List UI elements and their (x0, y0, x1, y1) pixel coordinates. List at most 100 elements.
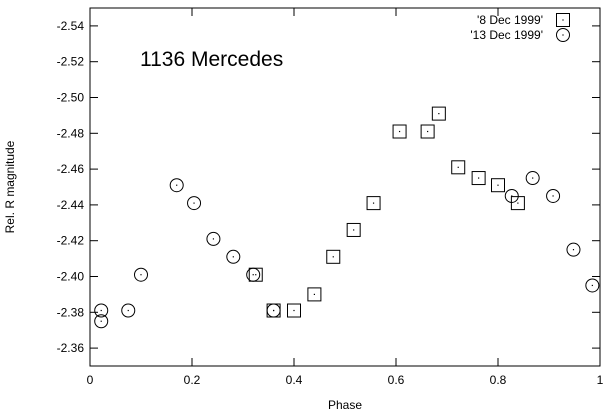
data-point-circle (94, 314, 109, 329)
marker-center-dot (353, 229, 355, 231)
y-tick-label: -2.46 (57, 162, 85, 176)
x-tick-label: 0.6 (388, 373, 405, 387)
square-marker-outline (451, 160, 466, 175)
y-tick-label: -2.54 (57, 19, 85, 33)
square-marker-outline (556, 13, 570, 27)
marker-center-dot (552, 195, 554, 197)
y-tick-label: -2.40 (57, 270, 85, 284)
marker-center-dot (532, 177, 534, 179)
square-marker-outline (346, 222, 361, 237)
marker-center-dot (427, 130, 429, 133)
circle-marker-outline (206, 231, 221, 246)
marker-center-dot (273, 309, 275, 312)
marker-center-dot (398, 130, 401, 133)
marker-center-dot (457, 166, 459, 168)
marker-center-dot (127, 309, 129, 312)
data-point-circle (169, 178, 184, 193)
square-marker-outline (392, 124, 407, 139)
circle-marker-outline (94, 314, 109, 329)
y-axis: -2.54 -2.52 -2.50 -2.48 -2.46 -2.44 -2.42 -2.40… (57, 19, 600, 355)
data-point-circle (226, 249, 241, 264)
data-point-square (287, 303, 301, 318)
chart-annotation: 1136 Mercedes (140, 48, 283, 71)
square-marker-outline (366, 196, 381, 211)
data-point-square (307, 287, 322, 302)
circle-marker-outline (266, 303, 281, 318)
square-marker-outline (431, 106, 446, 121)
square-marker-outline (471, 171, 486, 186)
circle-marker-outline (546, 188, 561, 203)
circle-marker-outline (134, 267, 148, 282)
x-axis-title: Phase (328, 398, 362, 412)
data-point-square (451, 160, 466, 175)
circle-marker-outline (187, 196, 202, 211)
data-point-square (431, 106, 446, 121)
legend: '8 Dec 1999''13 Dec 1999' (470, 13, 570, 42)
marker-center-dot (140, 274, 142, 276)
circle-marker-outline (226, 249, 241, 264)
square-marker-outline (491, 178, 505, 193)
marker-center-dot (255, 274, 257, 276)
x-tick-label: 0.8 (490, 373, 507, 387)
marker-center-dot (562, 19, 564, 21)
series-circle (94, 171, 600, 329)
marker-center-dot (193, 202, 195, 204)
circle-marker-outline (246, 267, 261, 282)
plot-frame (89, 7, 601, 367)
circle-marker-outline (121, 303, 136, 318)
circle-marker-outline (585, 278, 600, 293)
series-square (248, 106, 525, 318)
circle-marker-outline (525, 171, 540, 186)
marker-center-dot (372, 202, 375, 204)
data-point-circle (206, 231, 221, 246)
x-tick-label: 0.2 (184, 373, 201, 387)
y-tick-label: -2.42 (57, 234, 85, 248)
data-point-circle (121, 303, 136, 318)
x-tick-label: 0.4 (286, 373, 303, 387)
x-tick-label: 1 (597, 373, 604, 387)
data-point-square (346, 222, 361, 237)
legend-label: '13 Dec 1999' (470, 28, 543, 42)
marker-center-dot (517, 202, 519, 204)
marker-center-dot (497, 184, 499, 186)
data-points (94, 106, 600, 329)
data-point-circle (266, 303, 281, 318)
marker-center-dot (478, 177, 480, 179)
data-point-square (491, 178, 505, 193)
circle-marker-outline (556, 28, 570, 42)
y-tick-label: -2.52 (57, 55, 85, 69)
marker-center-dot (176, 184, 178, 186)
marker-center-dot (572, 249, 575, 251)
data-point-square (420, 124, 435, 139)
data-point-circle (94, 303, 109, 318)
data-point-square (326, 249, 341, 264)
data-point-circle (525, 171, 540, 186)
marker-center-dot (212, 238, 215, 240)
data-point-circle (134, 267, 148, 282)
square-marker-outline (287, 303, 301, 318)
circle-marker-outline (504, 188, 519, 203)
data-point-square (392, 124, 407, 139)
x-axis: 0 0.2 0.4 0.6 0.8 1 (87, 8, 604, 387)
marker-center-dot (562, 34, 564, 36)
square-marker-outline (326, 249, 341, 264)
marker-center-dot (100, 309, 102, 312)
x-tick-label: 0 (87, 373, 94, 387)
y-axis-title: Rel. R magnitude (3, 140, 17, 233)
legend-marker-circle (556, 28, 570, 42)
y-tick-label: -2.44 (57, 198, 85, 212)
data-point-circle (546, 188, 561, 203)
y-tick-label: -2.36 (57, 341, 85, 355)
marker-center-dot (100, 320, 102, 322)
square-marker-outline (420, 124, 435, 139)
data-point-circle (246, 267, 261, 282)
data-point-square (471, 171, 486, 186)
y-tick-label: -2.48 (57, 126, 85, 140)
marker-center-dot (438, 113, 440, 115)
y-tick-label: -2.50 (57, 91, 85, 105)
marker-center-dot (591, 284, 593, 287)
y-tick-label: -2.38 (57, 305, 85, 319)
marker-center-dot (232, 256, 234, 258)
marker-center-dot (511, 195, 513, 197)
